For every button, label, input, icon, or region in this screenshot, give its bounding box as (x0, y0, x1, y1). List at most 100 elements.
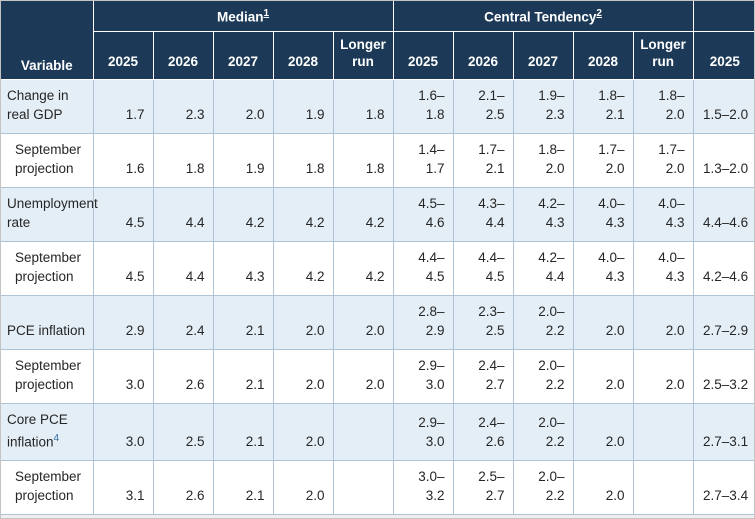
table-row: Core PCE inflation4 3.0 2.5 2.1 2.0 2.9–3.0 2.… (1, 402, 754, 461)
range-value-cell: 2.7–3.4 (692, 460, 754, 515)
median-value-cell: 2.0 (272, 348, 334, 404)
median-longer-run-header: Longer run (332, 30, 394, 80)
central-tendency-value-cell: 2.0 (572, 402, 634, 461)
median-value-cell: 2.0 (332, 294, 394, 350)
central-tendency-value-cell: 4.0–4.3 (572, 186, 634, 242)
median-value-cell: 2.6 (152, 348, 214, 404)
central-tendency-value-cell: 1.7–2.0 (632, 132, 694, 188)
central-tendency-value-cell: 4.0–4.3 (572, 240, 634, 296)
median-value-cell: 2.0 (272, 460, 334, 515)
memo-label: Memo: Projected appropriate policy path (1, 514, 754, 518)
table-header: Variable Median1 Central Tendency2 2025 … (1, 1, 754, 80)
range-value-cell: 1.5–2.0 (692, 78, 754, 134)
ct-longer-run-header: Longer run (632, 30, 694, 80)
row-label: September projection (1, 132, 94, 188)
median-value-cell: 4.5 (92, 240, 154, 296)
central-tendency-value-cell: 2.1–2.5 (452, 78, 514, 134)
table-body: Change in real GDP 1.7 2.3 2.0 1.9 1.8 1.6–1.8… (1, 78, 754, 518)
median-year-2026-header: 2026 (152, 30, 214, 80)
central-tendency-value-cell: 4.0–4.3 (632, 186, 694, 242)
ct-year-2028-header: 2028 (572, 30, 634, 80)
median-value-cell: 1.8 (272, 132, 334, 188)
row-label-text: September projection (15, 249, 82, 284)
central-tendency-group-header: Central Tendency2 (392, 1, 694, 32)
median-value-cell: 2.0 (332, 348, 394, 404)
median-value-cell: 1.7 (92, 78, 154, 134)
row-label-text: Core PCE inflation (7, 411, 68, 450)
central-tendency-value-cell: 1.7–2.0 (572, 132, 634, 188)
median-value-cell: 3.0 (92, 348, 154, 404)
table-row: September projection 3.1 2.6 2.1 2.0 3.0–3.2 2… (1, 460, 754, 515)
central-tendency-value-cell: 2.9–3.0 (392, 348, 454, 404)
median-value-cell: 4.2 (332, 240, 394, 296)
median-value-cell: 1.9 (272, 78, 334, 134)
ct-year-2027-header: 2027 (512, 30, 574, 80)
central-tendency-value-cell: 2.0–2.2 (512, 348, 574, 404)
median-value-cell: 3.1 (92, 460, 154, 515)
range-group-header (692, 1, 754, 32)
median-year-2028-header: 2028 (272, 30, 334, 80)
central-tendency-footnote-link[interactable]: 2 (596, 8, 602, 19)
central-tendency-value-cell: 1.8–2.0 (512, 132, 574, 188)
central-tendency-value-cell (632, 402, 694, 461)
central-tendency-value-cell: 2.4–2.6 (452, 402, 514, 461)
row-label: September projection (1, 240, 94, 296)
range-value-cell: 2.7–2.9 (692, 294, 754, 350)
median-value-cell: 2.3 (152, 78, 214, 134)
median-value-cell: 4.5 (92, 186, 154, 242)
table-row: September projection 3.0 2.6 2.1 2.0 2.0 2.9–3… (1, 348, 754, 404)
year-header-row: 2025 2026 2027 2028 Longer run 2025 2026… (1, 30, 754, 80)
median-value-cell: 2.4 (152, 294, 214, 350)
median-footnote-link[interactable]: 1 (263, 8, 270, 19)
central-tendency-value-cell: 1.7–2.1 (452, 132, 514, 188)
central-tendency-value-cell: 2.0 (632, 348, 694, 404)
central-tendency-value-cell: 2.0–2.2 (512, 294, 574, 350)
row-label-text: Unemployment rate (7, 195, 98, 230)
central-tendency-value-cell: 1.8–2.0 (632, 78, 694, 134)
table-row: Change in real GDP 1.7 2.3 2.0 1.9 1.8 1.6–1.8… (1, 78, 754, 134)
row-label: Unemployment rate (1, 186, 98, 242)
median-year-2025-header: 2025 (93, 30, 154, 80)
ct-year-2025-header: 2025 (392, 30, 454, 80)
table-row: PCE inflation 2.9 2.4 2.1 2.0 2.0 2.8–2.9 2.3–2… (1, 294, 754, 350)
range-value-cell: 4.4–4.6 (692, 186, 754, 242)
central-tendency-value-cell: 1.9–2.3 (512, 78, 574, 134)
central-tendency-value-cell: 3.0–3.2 (392, 460, 454, 515)
row-label-text: PCE inflation (7, 322, 86, 338)
median-value-cell: 4.4 (152, 240, 214, 296)
central-tendency-value-cell: 4.4–4.5 (452, 240, 514, 296)
median-value-cell: 4.2 (272, 240, 334, 296)
row-label: Core PCE inflation4 (1, 402, 94, 461)
central-tendency-value-cell: 2.0 (572, 460, 634, 515)
median-value-cell: 4.4 (152, 186, 214, 242)
central-tendency-value-cell: 4.3–4.4 (452, 186, 514, 242)
median-value-cell: 3.0 (92, 402, 154, 461)
row-label-text: September projection (15, 357, 82, 392)
median-value-cell: 2.1 (212, 348, 274, 404)
median-value-cell: 2.1 (212, 294, 274, 350)
median-value-cell: 2.5 (152, 402, 214, 461)
row-label: PCE inflation (1, 294, 94, 350)
median-value-cell: 2.0 (272, 402, 334, 461)
median-value-cell: 2.6 (152, 460, 214, 515)
central-tendency-value-cell: 1.4–1.7 (392, 132, 454, 188)
memo-row: Memo: Projected appropriate policy path (1, 514, 754, 518)
median-value-cell (332, 402, 394, 461)
row-label-text: Change in real GDP (7, 87, 69, 122)
central-tendency-value-cell: 1.6–1.8 (392, 78, 454, 134)
median-value-cell: 1.6 (92, 132, 154, 188)
median-value-cell: 2.0 (272, 294, 334, 350)
row-footnote-link[interactable]: 4 (53, 432, 60, 444)
central-tendency-value-cell: 2.5–2.7 (452, 460, 514, 515)
row-label: Change in real GDP (1, 78, 94, 134)
median-value-cell: 2.0 (212, 78, 274, 134)
central-tendency-value-cell: 2.0–2.2 (512, 402, 574, 461)
central-tendency-value-cell: 2.4–2.7 (452, 348, 514, 404)
row-label-text: September projection (15, 141, 82, 176)
range-value-cell: 2.7–3.1 (692, 402, 754, 461)
median-value-cell: 1.8 (332, 78, 394, 134)
central-tendency-value-cell: 4.4–4.5 (392, 240, 454, 296)
median-value-cell: 2.1 (212, 402, 274, 461)
